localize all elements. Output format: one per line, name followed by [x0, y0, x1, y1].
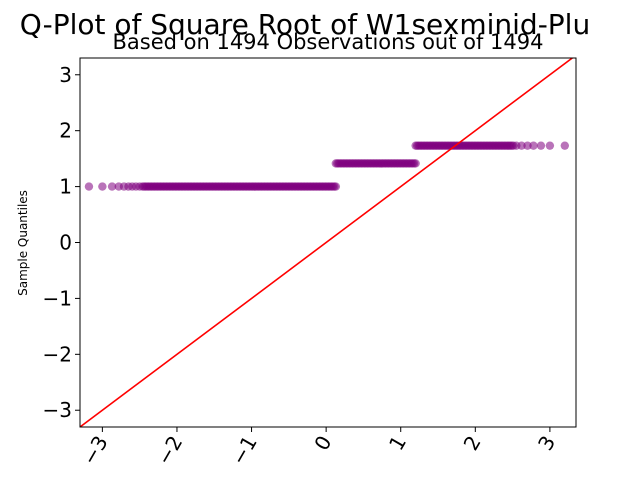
y-tick-label: −1 [43, 286, 72, 310]
x-axis: −3 −2 −1 0 1 2 3 [77, 427, 560, 469]
data-point [560, 141, 570, 150]
x-tick-label: 2 [458, 432, 485, 455]
y-tick-label: −3 [43, 398, 72, 422]
y-tick-label: −2 [43, 342, 72, 366]
x-tick-label: 0 [309, 432, 336, 455]
y-tick-label: 2 [59, 119, 72, 143]
data-point [411, 159, 420, 168]
y-tick-label: 1 [59, 175, 72, 199]
data-point [84, 182, 94, 191]
x-tick-label: 1 [384, 432, 411, 455]
y-axis-label: Sample Quantiles [16, 190, 30, 296]
y-tick-label: 0 [59, 231, 72, 255]
x-tick-label: −3 [77, 432, 113, 470]
x-tick-label: −1 [226, 432, 262, 470]
chart-title: Q-Plot of Square Root of W1sexminid-Plu [20, 8, 590, 41]
y-tick-label: 3 [59, 63, 72, 87]
data-point [98, 182, 107, 191]
reference-line [80, 58, 574, 427]
y-axis: −3 −2 −1 0 1 2 3 [43, 63, 80, 422]
reference-line-layer [80, 58, 574, 427]
x-tick-label: −2 [152, 432, 188, 470]
data-point [545, 141, 555, 150]
chart-subtitle: Based on 1494 Observations out of 1494 [112, 30, 543, 54]
data-point [509, 141, 518, 150]
points-layer [84, 141, 570, 191]
data-point [107, 182, 117, 191]
data-point [523, 141, 532, 150]
x-tick-label: 3 [533, 432, 560, 455]
data-point [517, 141, 526, 150]
data-point [529, 141, 538, 150]
data-point [331, 182, 341, 191]
data-point [536, 141, 546, 150]
